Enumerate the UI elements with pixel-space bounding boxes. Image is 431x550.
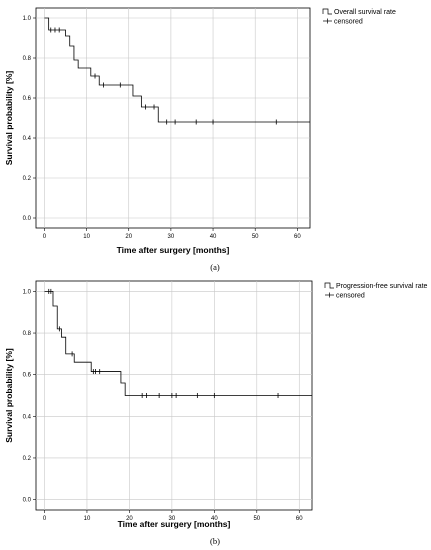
x-tick-label: 60 [296,516,303,522]
x-tick-label: 30 [168,234,175,240]
y-tick-label: 0.4 [23,136,32,142]
legend-entry-censored: censored [336,293,365,300]
y-tick-label: 0.0 [23,216,32,222]
x-tick-label: 50 [252,234,259,240]
x-tick-label: 60 [294,234,301,240]
y-axis-label: Survival probability [%] [4,71,14,166]
x-axis-label: Time after surgery [months] [118,519,231,529]
x-tick-label: 50 [253,516,260,522]
y-axis-label: Survival probability [%] [4,348,14,443]
legend-entry-curve: Overall survival rate [334,9,396,16]
panel-label: (b) [210,536,220,546]
survival-step-line [44,17,310,123]
legend-entry-censored: censored [334,19,363,26]
plot-frame [35,7,311,229]
y-tick-label: 0.6 [23,373,32,379]
x-tick-label: 0 [43,516,47,522]
legend-step-symbol [324,282,334,289]
y-tick-label: 0.2 [23,456,32,462]
x-axis-label: Time after surgery [months] [117,245,230,255]
chart-panel-1: 0 10 20 30 40 50 60 0.0 0.2 0.4 0.6 0.8 1.0 Time afte… [4,7,396,272]
y-tick-label: 1.0 [23,289,32,295]
x-tick-label: 40 [211,516,218,522]
legend-step-symbol [322,8,332,15]
legend-entry-curve: Progression-free survival rate [336,283,428,290]
panel-label: (a) [210,262,220,272]
y-tick-label: 0.6 [23,96,32,102]
x-tick-label: 10 [83,234,90,240]
y-tick-label: 0.0 [23,498,32,504]
y-tick-label: 0.4 [23,414,32,420]
x-tick-label: 20 [126,516,133,522]
x-tick-label: 20 [125,234,132,240]
x-tick-label: 10 [84,516,91,522]
y-tick-label: 1.0 [23,16,32,22]
chart-panel-2: 0 10 20 30 40 50 60 0.0 0.2 0.4 0.6 0.8 1.0 Time afte… [4,280,428,546]
survival-step-line [44,291,312,396]
x-tick-label: 40 [210,234,217,240]
x-tick-label: 0 [43,234,47,240]
y-tick-label: 0.8 [23,331,32,337]
y-tick-label: 0.2 [23,176,32,182]
x-tick-label: 30 [169,516,176,522]
y-tick-label: 0.8 [23,56,32,62]
